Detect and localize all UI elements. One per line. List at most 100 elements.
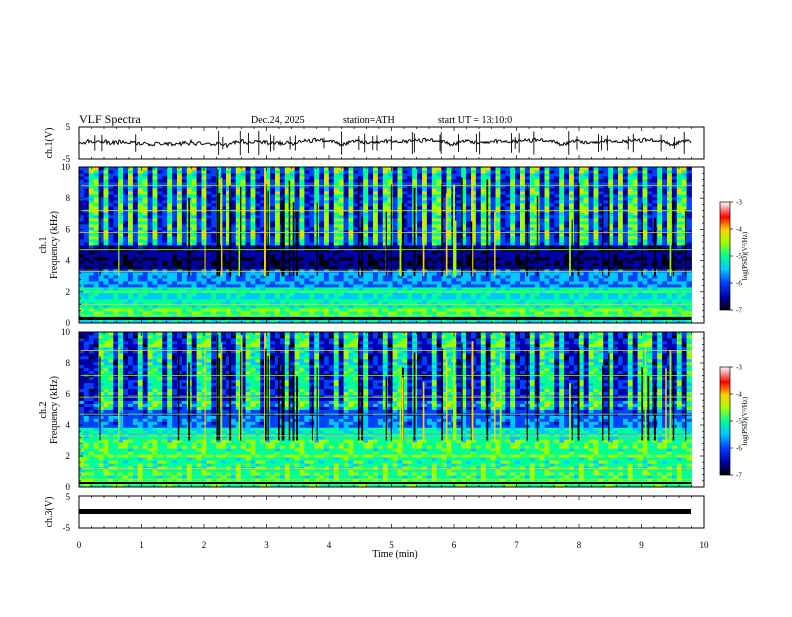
- ch1-spectrogram-cell: [241, 296, 246, 299]
- ch1-spectrogram-cell: [79, 182, 84, 185]
- ch1-spectrogram-cell: [349, 188, 354, 191]
- ch1-spectrogram-cell: [104, 218, 109, 221]
- ch1-spectrogram-cell: [246, 311, 251, 314]
- ch1-spectrogram-cell: [162, 266, 167, 269]
- ch1-spectrogram-cell: [172, 263, 177, 266]
- ch1-spectrogram-cell: [481, 194, 486, 197]
- ch1-spectrogram-cell: [530, 236, 535, 239]
- ch1-spectrogram-cell: [349, 197, 354, 200]
- ch1-spectrogram-cell: [349, 218, 354, 221]
- ch1-spectrogram-cell: [363, 179, 368, 182]
- ch1-spectrogram-cell: [451, 311, 456, 314]
- ch1-spectrogram-cell: [182, 191, 187, 194]
- ch1-spectrogram-cell: [304, 281, 309, 284]
- ch1-spectrogram-cell: [505, 212, 510, 215]
- ch1-spectrogram-cell: [461, 287, 466, 290]
- ch1-spectrogram-cell: [89, 251, 94, 254]
- ch1-spectrogram-cell: [187, 179, 192, 182]
- ch1-spectrogram-cell: [192, 263, 197, 266]
- ch1-spectrogram-cell: [309, 233, 314, 236]
- ch1-spectrogram-cell: [192, 287, 197, 290]
- ch1-spectrogram-cell: [118, 314, 123, 317]
- ch1-spectrogram-cell: [138, 188, 143, 191]
- ch1-spectrogram-cell: [398, 170, 403, 173]
- ch1-spectrogram-cell: [447, 278, 452, 281]
- ch1-spectrogram-cell: [138, 242, 143, 245]
- ch1-spectrogram-cell: [324, 236, 329, 239]
- ch1-spectrogram-cell: [378, 188, 383, 191]
- ch1-spectrogram-cell: [157, 242, 162, 245]
- ch1-spectrogram-cell: [491, 296, 496, 299]
- ch1-spectrogram-cell: [349, 212, 354, 215]
- ch1-spectrogram-cell: [153, 212, 158, 215]
- ch1-spectrogram-cell: [167, 200, 172, 203]
- ch1-spectrogram-cell: [148, 233, 153, 236]
- ch1-spectrogram-cell: [192, 257, 197, 260]
- ch1-spectrogram-cell: [314, 173, 319, 176]
- ch1-spectrogram-cell: [358, 314, 363, 317]
- ch1-spectrogram-cell: [231, 281, 236, 284]
- ch1-spectrogram-cell: [481, 206, 486, 209]
- ch1-spectrogram-cell: [349, 260, 354, 263]
- ch1-spectrogram-cell: [241, 197, 246, 200]
- ch1-spectrogram-cell: [197, 176, 202, 179]
- ch1-spectrogram-cell: [187, 182, 192, 185]
- ch1-spectrogram-cell: [197, 293, 202, 296]
- ch1-spectrogram-cell: [319, 275, 324, 278]
- ch1-spectrogram-cell: [94, 176, 99, 179]
- ch1-spectrogram-cell: [123, 218, 128, 221]
- ch1-spectrogram-cell: [505, 284, 510, 287]
- ch1-spectrogram-cell: [99, 197, 104, 200]
- ch1-spectrogram-cell: [157, 224, 162, 227]
- ch1-spectrogram-cell: [466, 227, 471, 230]
- ch1-spectrogram-cell: [300, 254, 305, 257]
- ch1-spectrogram-cell: [138, 281, 143, 284]
- ch1-spectrogram-cell: [197, 296, 202, 299]
- ch1-spectrogram-cell: [402, 173, 407, 176]
- ch1-spectrogram-cell: [324, 314, 329, 317]
- ch1-spectrogram-cell: [211, 299, 216, 302]
- ch1-spectrogram-cell: [427, 272, 432, 275]
- ch1-spectrogram-cell: [192, 302, 197, 305]
- ch1-spectrogram-cell: [393, 167, 398, 170]
- ch1-spectrogram-cell: [202, 206, 207, 209]
- ch1-spectrogram-cell: [530, 299, 535, 302]
- ch1-spectrogram-cell: [304, 236, 309, 239]
- ch1-spectrogram-cell: [525, 293, 530, 296]
- ch1-spectrogram-cell: [481, 176, 486, 179]
- ch1-spectrogram-cell: [104, 221, 109, 224]
- ch1-spectrogram-cell: [515, 257, 520, 260]
- ch1-spectrogram-cell: [353, 242, 358, 245]
- ch1-spectrogram-cell: [177, 314, 182, 317]
- ch1-spectrogram-cell: [182, 173, 187, 176]
- ch1-spectrogram-cell: [447, 308, 452, 311]
- ch1-spectrogram-cell: [94, 308, 99, 311]
- ch1-spectrogram-cell: [412, 284, 417, 287]
- ch1-spectrogram-cell: [187, 308, 192, 311]
- ch1-spectrogram-cell: [324, 182, 329, 185]
- ch1-spectrogram-cell: [481, 179, 486, 182]
- ch1-spectrogram-cell: [319, 176, 324, 179]
- ch1-spectrogram-cell: [471, 287, 476, 290]
- ch1-spectrogram-cell: [437, 260, 442, 263]
- ch1-spectrogram-cell: [241, 182, 246, 185]
- ch1-spectrogram-cell: [319, 188, 324, 191]
- ch1-spectrogram-cell: [99, 194, 104, 197]
- ch1-spectrogram-cell: [246, 242, 251, 245]
- ch1-spectrogram-cell: [481, 299, 486, 302]
- ch1-spectrogram-cell: [138, 176, 143, 179]
- ch1-spectrogram-cell: [344, 299, 349, 302]
- ch1-spectrogram-cell: [177, 251, 182, 254]
- ch1-spectrogram-cell: [118, 308, 123, 311]
- ch1-spectrogram-cell: [153, 284, 158, 287]
- ch1-spectrogram-cell: [388, 263, 393, 266]
- ch1-spectrogram-cell: [182, 293, 187, 296]
- ch1-spectrogram-cell: [363, 257, 368, 260]
- ch1-spectrogram-cell: [442, 278, 447, 281]
- ch1-spectrogram-cell: [138, 197, 143, 200]
- ch1-spectrogram-cell: [344, 236, 349, 239]
- ch1-spectrogram-cell: [344, 245, 349, 248]
- ch1-spectrogram-cell: [177, 284, 182, 287]
- ch1-spectrogram-cell: [143, 296, 148, 299]
